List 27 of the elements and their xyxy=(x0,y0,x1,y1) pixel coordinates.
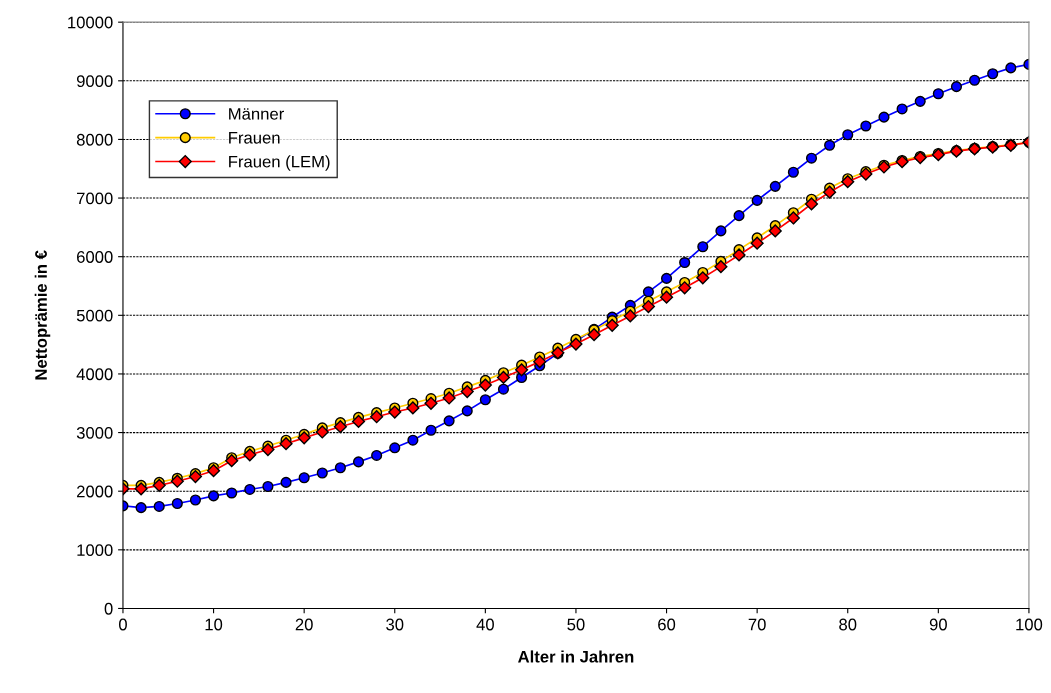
y-tick-label: 1000 xyxy=(77,544,113,557)
x-tick-label: 60 xyxy=(658,618,676,631)
y-tick-label: 2000 xyxy=(77,485,113,498)
x-tick-label: 70 xyxy=(748,618,766,631)
x-tick-label: 100 xyxy=(1016,618,1043,631)
y-tick-label: 4000 xyxy=(76,368,113,381)
y-tick-label: 7000 xyxy=(77,192,113,205)
x-tick-label: 30 xyxy=(386,618,404,631)
x-tick-label: 50 xyxy=(567,618,585,631)
x-tick-label: 20 xyxy=(295,618,313,631)
y-axis-title: Nettoprämie in € xyxy=(34,250,51,380)
legend-label: Männer xyxy=(229,108,284,120)
legend-label: Frauen xyxy=(229,132,280,144)
y-tick-label: 5000 xyxy=(76,309,113,322)
x-axis-title: Alter in Jahren xyxy=(518,650,634,663)
x-tick-label: 0 xyxy=(118,618,127,631)
y-tick-label: 6000 xyxy=(77,251,113,263)
legend-label: Frauen (LEM) xyxy=(229,155,330,171)
x-tick-label: 80 xyxy=(839,618,857,631)
x-tick-label: 40 xyxy=(476,618,494,631)
x-tick-label: 10 xyxy=(205,618,223,631)
y-tick-label: 9000 xyxy=(76,75,113,88)
y-tick-label: 8000 xyxy=(76,133,113,146)
x-tick-label: 90 xyxy=(929,618,947,631)
y-tick-label: 0 xyxy=(104,602,113,615)
y-tick-label: 10000 xyxy=(68,16,113,29)
y-tick-label: 3000 xyxy=(76,426,113,439)
